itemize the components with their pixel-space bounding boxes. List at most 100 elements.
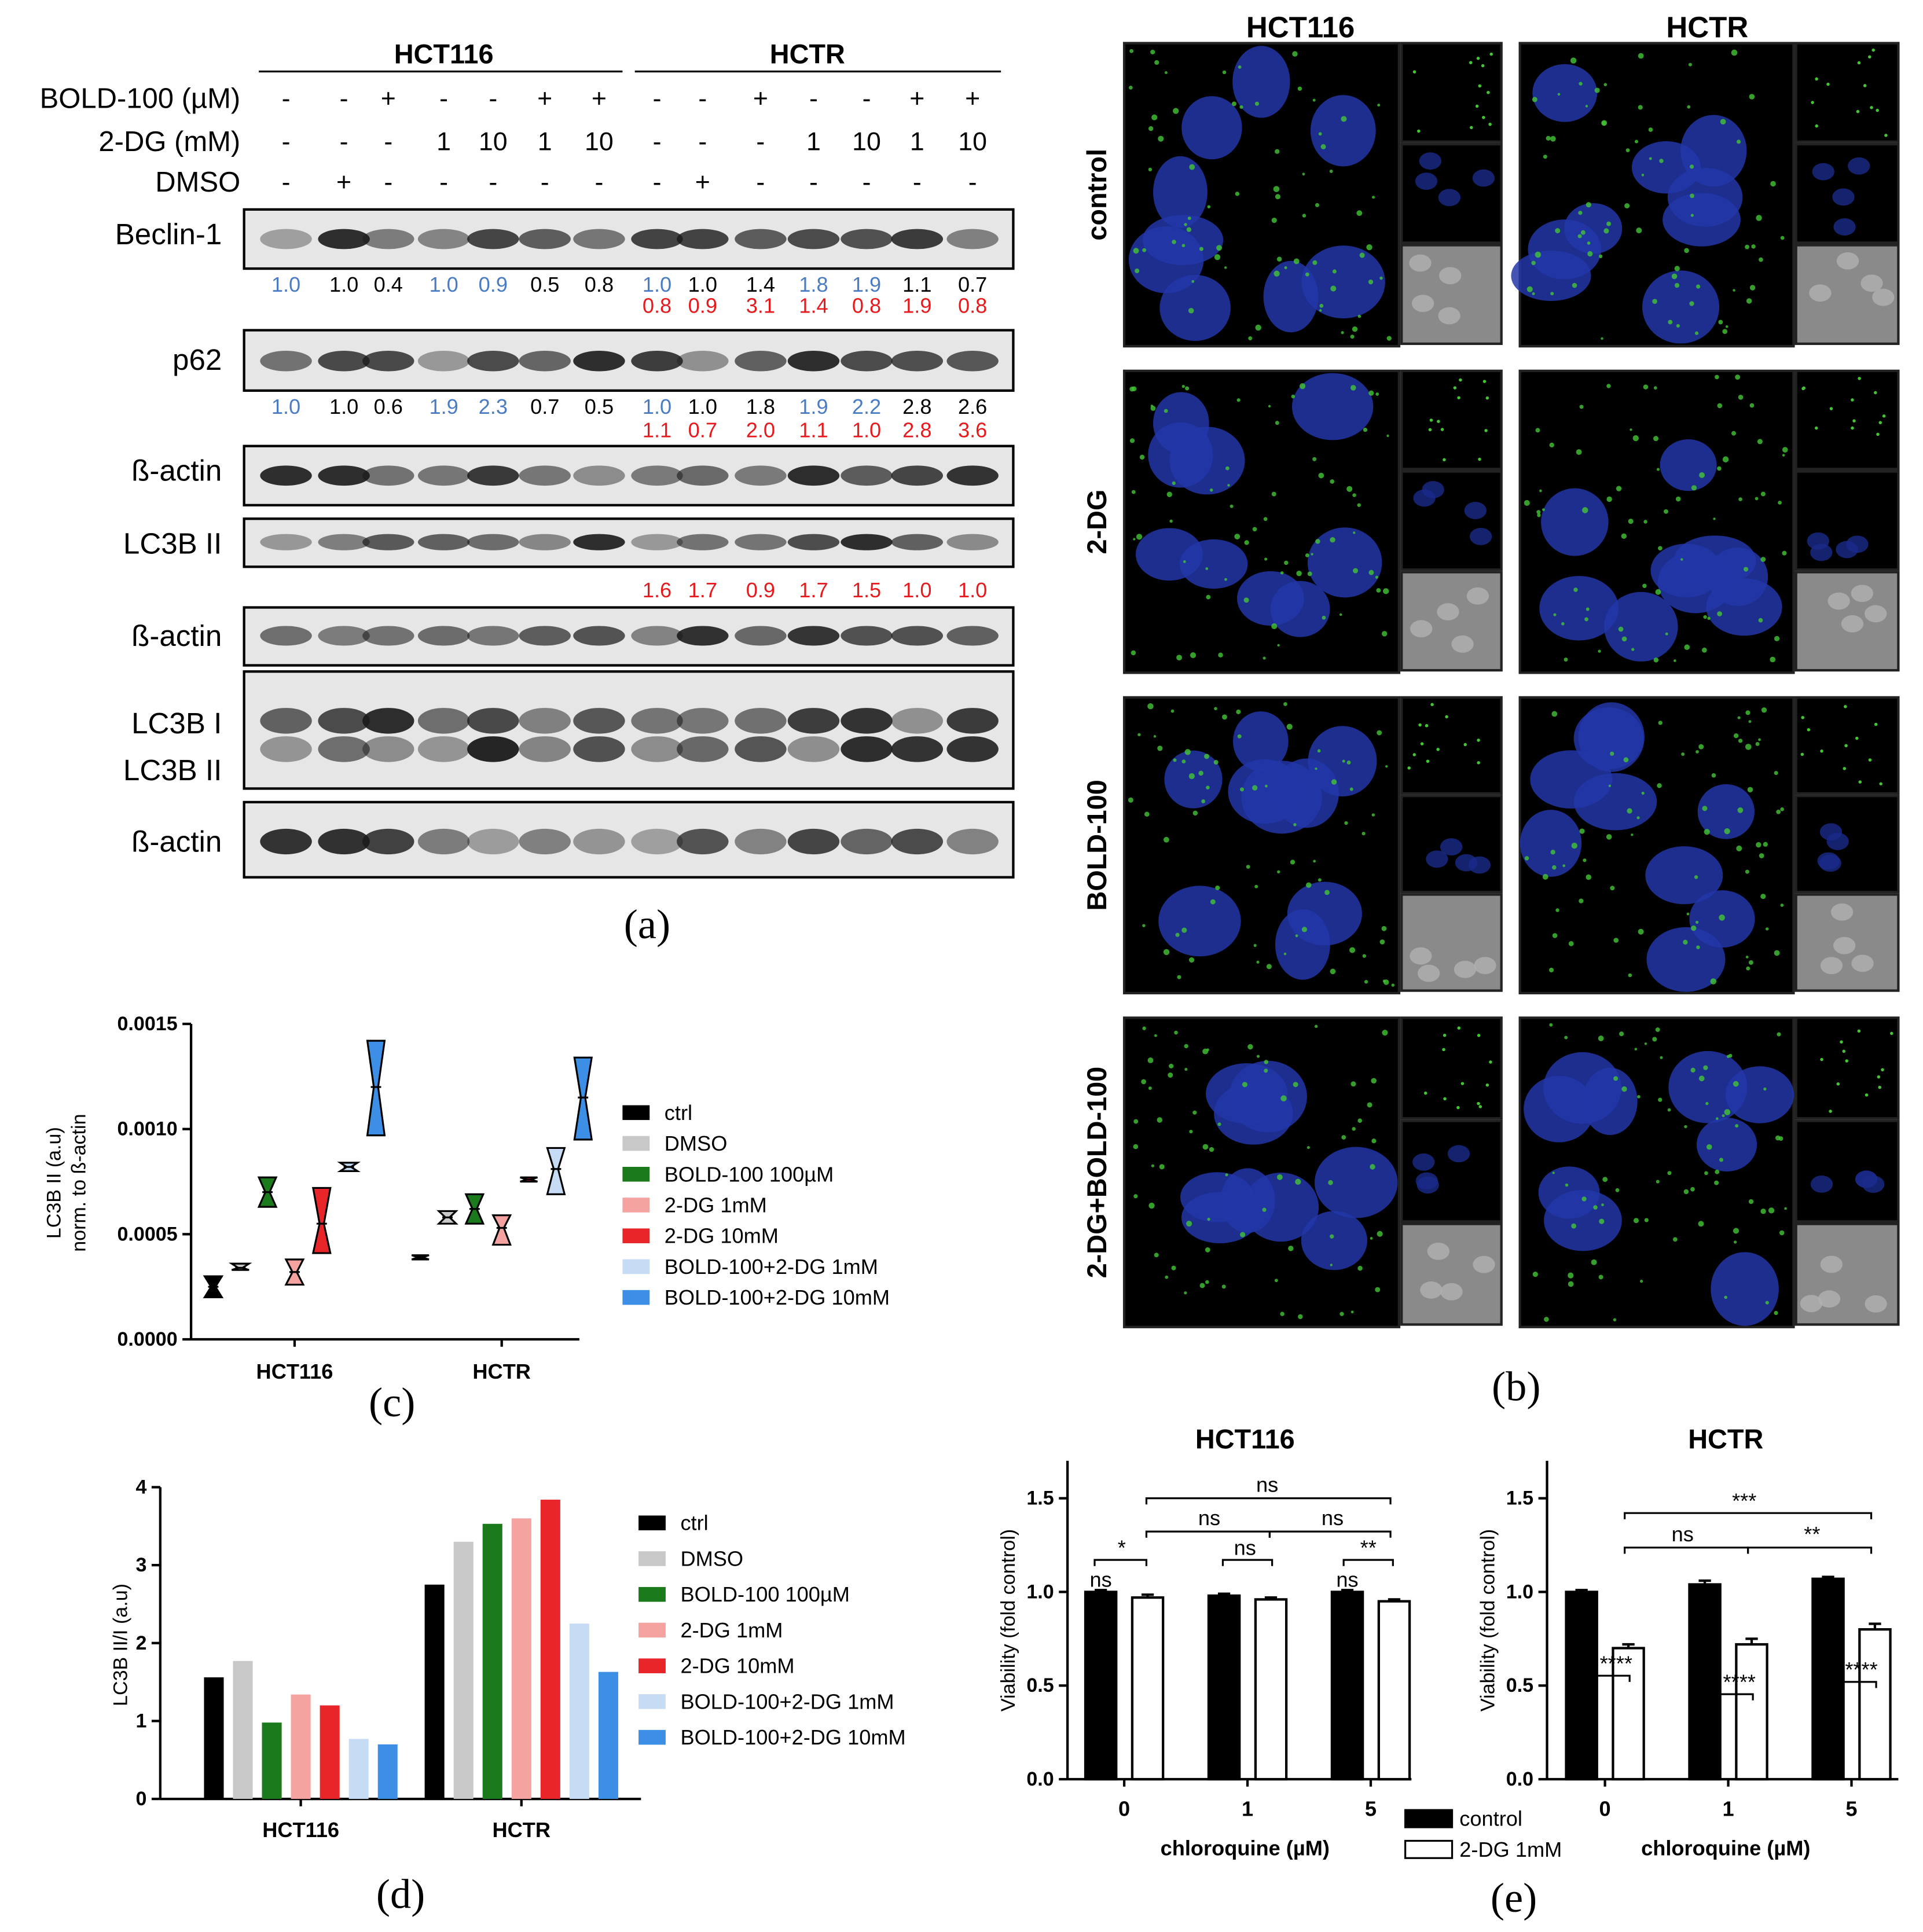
lane-symbol: -: [913, 168, 922, 197]
lane-symbol: -: [594, 168, 603, 197]
puncta: [1586, 874, 1591, 880]
puncta: [1131, 650, 1136, 656]
puncta: [1724, 1109, 1731, 1115]
inset-puncta: [1829, 407, 1833, 410]
quantification-value: 0.9: [479, 273, 508, 296]
puncta: [1199, 1283, 1205, 1288]
blot-band: [573, 708, 625, 734]
blot-band: [417, 626, 470, 646]
inset-puncta: [1477, 739, 1480, 742]
puncta: [1623, 757, 1629, 763]
quantification-value: 1.0: [271, 395, 300, 418]
blot-band: [519, 351, 571, 372]
puncta: [1738, 395, 1744, 400]
x-tick-label: HCTR: [493, 1818, 551, 1842]
puncta: [1297, 86, 1302, 91]
quantification-value: 1.9: [429, 395, 458, 418]
blot-band: [417, 828, 470, 855]
lane-symbol: -: [489, 168, 497, 197]
inset-puncta: [1425, 723, 1429, 728]
inset-cell: [1820, 1255, 1843, 1273]
puncta: [1382, 1030, 1388, 1036]
puncta: [1147, 1057, 1154, 1063]
puncta: [1564, 1035, 1568, 1040]
quantification-value: 1.4: [746, 273, 775, 296]
puncta: [1606, 496, 1612, 502]
puncta: [1183, 560, 1186, 563]
puncta: [1291, 394, 1296, 399]
inset-cell: [1410, 620, 1433, 638]
puncta: [1655, 1027, 1660, 1032]
puncta: [1181, 244, 1186, 248]
nucleus: [1539, 576, 1619, 641]
puncta: [1543, 155, 1547, 159]
row-label: 2-DG+BOLD-100: [1082, 1067, 1112, 1279]
puncta: [1667, 1171, 1672, 1176]
blot-band: [573, 534, 625, 550]
puncta: [1759, 257, 1763, 262]
inset-cell: [1819, 854, 1841, 872]
puncta: [1280, 571, 1284, 575]
puncta: [1248, 336, 1253, 340]
puncta: [1546, 135, 1551, 141]
blot-band: [946, 465, 999, 486]
puncta: [1568, 1281, 1574, 1287]
inset-puncta: [1423, 1091, 1427, 1095]
puncta: [1690, 1067, 1696, 1073]
puncta: [1579, 405, 1584, 409]
lane-symbol: -: [282, 168, 291, 197]
puncta: [1142, 1026, 1146, 1030]
puncta: [1684, 1125, 1687, 1129]
bar: [262, 1722, 282, 1799]
nucleus: [1214, 1082, 1293, 1145]
bar: [511, 1518, 531, 1799]
puncta: [1352, 326, 1358, 332]
inset-puncta: [1485, 396, 1489, 400]
puncta: [1577, 234, 1582, 238]
puncta: [1128, 797, 1133, 803]
inset-cell: [1411, 295, 1434, 313]
puncta: [1189, 164, 1195, 170]
legend-swatch: [638, 1729, 666, 1745]
puncta: [1717, 611, 1722, 616]
inset-puncta: [1482, 380, 1487, 383]
quantification-value: 1.1: [799, 418, 828, 442]
group-header: HCTR: [770, 39, 845, 69]
blot-label: ß-actin: [131, 454, 222, 487]
inset-puncta: [1470, 126, 1473, 130]
x-tick-label: HCT116: [262, 1818, 339, 1842]
puncta: [1641, 791, 1645, 795]
puncta: [1206, 594, 1211, 600]
puncta: [1154, 1034, 1157, 1037]
blot-band: [519, 626, 571, 646]
puncta: [1584, 617, 1589, 622]
inset-cell: [1848, 157, 1870, 175]
puncta: [1719, 1158, 1724, 1162]
puncta: [1266, 964, 1272, 969]
lane-symbol: -: [809, 85, 818, 113]
puncta: [1173, 108, 1179, 114]
puncta: [1688, 63, 1692, 67]
inset-puncta: [1481, 64, 1485, 68]
puncta: [1778, 501, 1782, 505]
puncta: [1735, 1124, 1739, 1128]
nucleus: [1660, 439, 1717, 491]
quantification-value: 0.8: [585, 273, 614, 296]
inset-puncta: [1407, 766, 1411, 770]
lane-symbol: -: [863, 85, 871, 113]
error-bar: [1869, 1622, 1881, 1630]
inset-puncta: [1889, 1031, 1893, 1035]
puncta: [1318, 132, 1322, 136]
puncta: [1276, 256, 1282, 262]
puncta: [1275, 421, 1279, 425]
puncta: [1774, 770, 1778, 776]
puncta: [1263, 517, 1268, 521]
inset-puncta: [1814, 426, 1818, 430]
puncta: [1780, 903, 1784, 907]
puncta: [1324, 890, 1330, 895]
puncta: [1305, 553, 1309, 557]
blot-band: [519, 708, 571, 734]
puncta: [1213, 760, 1219, 765]
inset-cell: [1415, 172, 1438, 190]
